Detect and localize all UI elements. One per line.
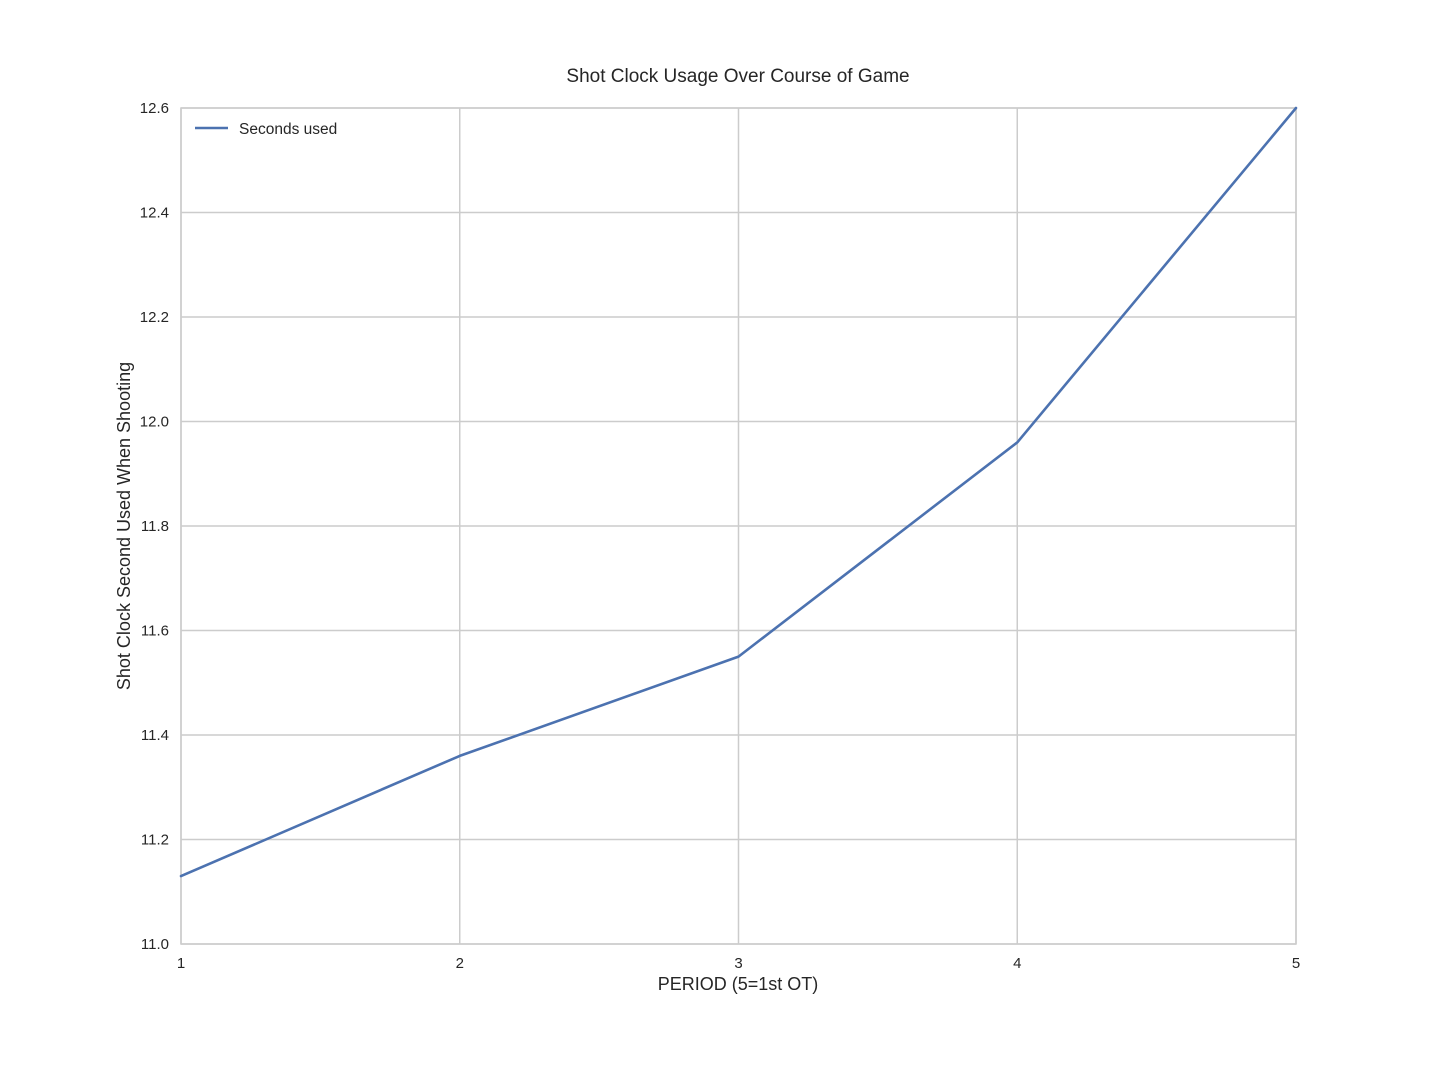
legend: Seconds used [195,121,337,138]
y-tick-label: 12.4 [140,205,169,222]
y-tick-label: 12.0 [140,414,169,431]
x-tick-labels: 1 2 3 4 5 [177,955,1300,972]
x-tick-label: 3 [734,955,742,972]
y-tick-labels: 11.0 11.2 11.4 11.6 11.8 12.0 12.2 12.4 12.6 [140,100,169,953]
x-tick-label: 4 [1013,955,1021,972]
y-tick-label: 11.2 [141,832,169,849]
y-tick-label: 12.6 [140,100,169,117]
legend-label-seconds-used: Seconds used [239,121,337,138]
y-tick-label: 12.2 [140,309,169,326]
x-axis-label: PERIOD (5=1st OT) [658,974,819,994]
y-tick-label: 11.0 [141,936,169,953]
x-tick-label: 1 [177,955,185,972]
chart-title: Shot Clock Usage Over Course of Game [566,66,909,87]
x-tick-label: 2 [456,955,464,972]
y-tick-label: 11.6 [141,623,169,640]
y-tick-label: 11.4 [141,727,169,744]
y-gridlines [181,107,1296,945]
y-axis-label: Shot Clock Second Used When Shooting [114,362,134,690]
series-layer [179,106,1298,878]
y-tick-label: 11.8 [141,518,169,535]
x-tick-label: 5 [1292,955,1300,972]
